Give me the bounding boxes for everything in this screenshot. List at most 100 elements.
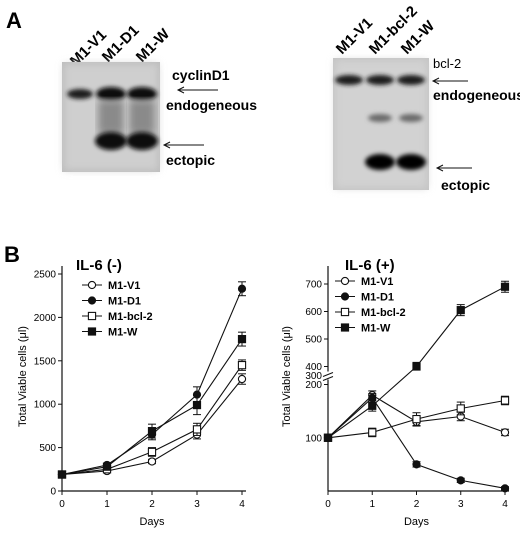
chart-il6-minus: 0 1 2 3 4 0 500 1000 1500 2000 2500 IL-6 (-) Days Tot… xyxy=(17,257,247,528)
legend-label: M1-W xyxy=(361,323,391,335)
legend-item: M1-W xyxy=(335,323,391,335)
series-m1-w xyxy=(323,280,510,442)
legend-label: M1-D1 xyxy=(108,296,141,308)
data-point-marker xyxy=(102,462,112,471)
y-axis-label: Total Viable cells (μl) xyxy=(281,326,293,427)
data-point-marker xyxy=(237,360,247,370)
legend-label: M1-bcl-2 xyxy=(108,311,153,323)
blot2-band-ectopic xyxy=(365,154,395,170)
legend-item: M1-W xyxy=(82,327,138,339)
blot1-ectopic-arrowhead xyxy=(162,141,171,149)
blot1-endogenous-label: endogeneous xyxy=(166,97,257,113)
series-m1-d1 xyxy=(323,393,510,493)
blot2-ectopic-arrowhead xyxy=(435,164,444,172)
data-point-marker xyxy=(192,400,202,410)
blot1-smear xyxy=(98,100,124,134)
blot2-lane-label: M1-V1 xyxy=(333,15,376,58)
data-point-marker xyxy=(340,292,350,301)
axis-break-mark xyxy=(322,372,334,377)
y-tick-label: 2500 xyxy=(34,270,57,281)
data-point-marker xyxy=(147,457,157,466)
data-point-marker xyxy=(500,282,510,291)
x-tick-label: 1 xyxy=(369,499,375,510)
series-m1-bcl-2 xyxy=(323,395,510,442)
blot1-endogenous-arrowhead xyxy=(176,86,185,94)
data-point-marker xyxy=(412,414,421,424)
y-tick-label: 1500 xyxy=(34,356,57,367)
blot1-protein-label: cyclinD1 xyxy=(172,67,230,83)
x-tick-label: 2 xyxy=(149,499,155,510)
data-point-marker xyxy=(456,476,465,485)
blot2-ectopic-label: ectopic xyxy=(441,177,490,193)
x-tick-label: 4 xyxy=(239,499,245,510)
x-axis-label: Days xyxy=(139,516,165,528)
data-point-marker xyxy=(87,311,97,321)
y-tick-label: 100 xyxy=(305,433,322,444)
data-point-marker xyxy=(412,362,421,371)
x-tick-label: 3 xyxy=(458,499,464,510)
data-point-marker xyxy=(192,425,202,434)
legend-label: M1-bcl-2 xyxy=(361,307,406,319)
blot1-ectopic-label: ectopic xyxy=(166,152,215,168)
data-point-marker xyxy=(500,396,510,405)
legend-item: M1-V1 xyxy=(82,280,140,292)
data-point-marker xyxy=(340,276,350,286)
legend-item: M1-bcl-2 xyxy=(335,307,406,319)
data-point-marker xyxy=(87,296,97,305)
data-point-marker xyxy=(237,374,247,384)
blot-bcl2: M1-V1 M1-bcl-2 M1-W bcl-2 endogeneous ec… xyxy=(333,3,520,193)
blot2-band-endogenous xyxy=(366,75,394,85)
axis-break-mark xyxy=(322,376,334,381)
x-tick-label: 1 xyxy=(104,499,110,510)
data-point-marker xyxy=(500,428,510,437)
blot2-band-faint xyxy=(368,114,392,122)
legend-label: M1-V1 xyxy=(361,276,393,288)
y-axis-label: Total Viable cells (μl) xyxy=(17,326,29,427)
blot2-endogenous-arrowhead xyxy=(431,77,440,85)
legend-label: M1-W xyxy=(108,327,138,339)
chart-title: IL-6 (+) xyxy=(345,257,395,274)
data-point-marker xyxy=(412,460,421,469)
y-tick-label: 400 xyxy=(305,362,322,373)
blot2-band-endogenous xyxy=(397,75,425,85)
blot1-band-endogenous xyxy=(67,89,93,99)
data-point-marker xyxy=(87,280,97,290)
blot1-smear xyxy=(129,100,155,134)
data-point-marker xyxy=(237,284,247,293)
legend-item: M1-D1 xyxy=(335,292,394,304)
blot1-band-ectopic xyxy=(95,132,127,150)
series-line xyxy=(327,396,506,489)
data-point-marker xyxy=(323,433,333,442)
blot1-band-endogenous xyxy=(96,87,126,101)
data-point-marker xyxy=(147,447,157,457)
legend-item: M1-D1 xyxy=(82,296,141,308)
x-tick-label: 4 xyxy=(502,499,508,510)
x-tick-label: 2 xyxy=(414,499,420,510)
blot2-protein-label: bcl-2 xyxy=(433,56,461,71)
blot-cyclind1: M1-V1 M1-D1 M1-W cyclinD1 endogeneous ec… xyxy=(62,22,257,172)
data-point-marker xyxy=(340,323,350,332)
legend-label: M1-D1 xyxy=(361,292,394,304)
x-axis-label: Days xyxy=(404,516,430,528)
data-point-marker xyxy=(237,335,247,344)
blot1-lane-label: M1-D1 xyxy=(99,22,143,66)
legend-item: M1-bcl-2 xyxy=(82,311,153,323)
chart-title: IL-6 (-) xyxy=(76,257,122,274)
data-point-marker xyxy=(368,428,377,437)
y-tick-label: 300 xyxy=(305,371,322,382)
panel-b-letter: B xyxy=(4,242,20,267)
data-point-marker xyxy=(368,401,377,410)
panel-a-letter: A xyxy=(6,8,22,33)
y-tick-label: 700 xyxy=(305,280,322,291)
y-tick-label: 600 xyxy=(305,307,322,318)
blot1-band-ectopic xyxy=(126,132,158,150)
y-tick-label: 1000 xyxy=(34,400,57,411)
data-point-marker xyxy=(456,306,465,315)
series-m1-w xyxy=(57,331,247,479)
data-point-marker xyxy=(57,470,67,479)
axis-break-gap xyxy=(324,371,332,380)
data-point-marker xyxy=(340,307,350,317)
x-tick-label: 0 xyxy=(325,499,331,510)
